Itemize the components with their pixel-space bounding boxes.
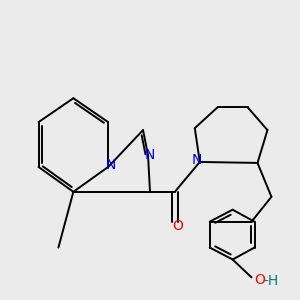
- Text: O: O: [172, 219, 183, 233]
- Text: N: N: [106, 158, 116, 172]
- Text: N: N: [144, 148, 155, 162]
- Text: -H: -H: [263, 274, 278, 288]
- Text: N: N: [192, 154, 202, 167]
- Text: O: O: [254, 273, 266, 287]
